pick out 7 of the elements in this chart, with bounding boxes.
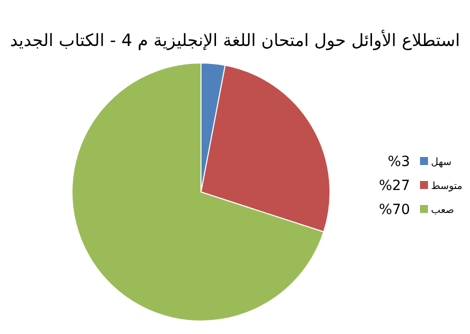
legend-label: متوسط xyxy=(431,181,462,192)
data-label: %70 xyxy=(378,202,410,218)
data-label: %27 xyxy=(378,178,410,194)
chart-title: استطلاع الأوائل حول امتحان اللغة الإنجليزية م 4 - الكتاب الجديد xyxy=(10,29,460,51)
data-label: %3 xyxy=(388,154,410,170)
legend-label: صعب xyxy=(431,205,454,216)
legend-label: سهل xyxy=(431,157,452,168)
